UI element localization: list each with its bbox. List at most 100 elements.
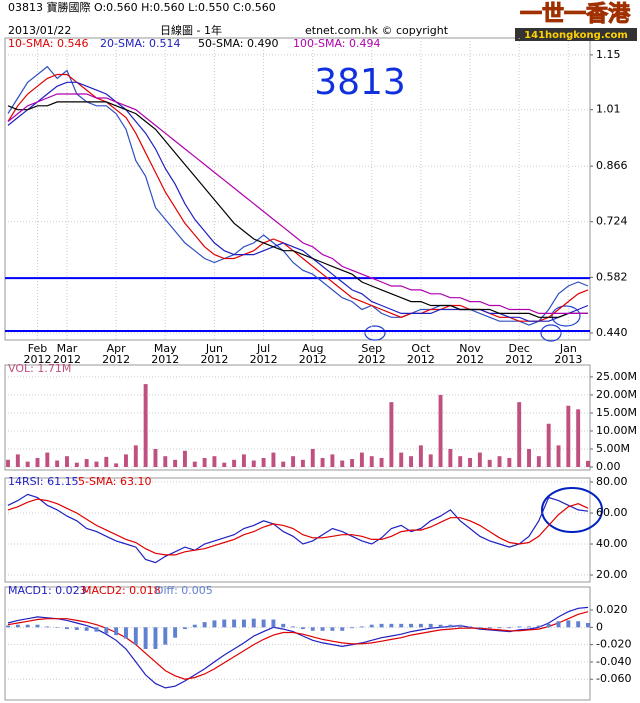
bar bbox=[546, 423, 551, 468]
legend-label: MACD1: 0.023 bbox=[8, 584, 87, 597]
bar bbox=[182, 450, 187, 468]
y-tick-label: 15.00M bbox=[596, 406, 637, 419]
bar bbox=[251, 618, 256, 628]
bar bbox=[25, 461, 30, 468]
bar bbox=[330, 454, 335, 468]
bar bbox=[173, 459, 178, 468]
bar bbox=[271, 452, 276, 468]
bar bbox=[104, 456, 109, 468]
bar bbox=[55, 460, 60, 468]
bar bbox=[124, 454, 128, 468]
bar bbox=[232, 459, 237, 468]
y-tick-label: 0.724 bbox=[596, 215, 628, 228]
bar bbox=[507, 457, 512, 468]
bar bbox=[114, 463, 119, 468]
bar bbox=[232, 619, 237, 628]
series-line bbox=[7, 73, 589, 322]
bar bbox=[35, 624, 40, 628]
x-tick-label: Aug 2012 bbox=[298, 342, 327, 366]
bar bbox=[369, 624, 374, 628]
y-tick-label: 0.866 bbox=[596, 159, 628, 172]
bar bbox=[35, 457, 40, 468]
x-tick-label: Sep 2012 bbox=[357, 342, 386, 366]
bar bbox=[182, 627, 187, 630]
bar bbox=[153, 627, 158, 649]
series-line bbox=[7, 493, 589, 564]
bar bbox=[350, 459, 355, 468]
bar bbox=[261, 457, 266, 468]
legend-label: 10-SMA: 0.546 bbox=[8, 37, 88, 50]
bar bbox=[477, 452, 482, 468]
bar bbox=[300, 627, 305, 630]
bar bbox=[468, 457, 472, 468]
bar bbox=[222, 462, 227, 468]
legend-label: 14RSI: 61.15 bbox=[8, 475, 79, 488]
bar bbox=[25, 624, 30, 628]
bar bbox=[94, 627, 99, 632]
bar bbox=[192, 461, 197, 468]
circle bbox=[551, 305, 581, 327]
y-tick-label: 20.00M bbox=[596, 388, 637, 401]
bar bbox=[389, 623, 394, 628]
bar bbox=[6, 459, 10, 468]
legend-label: VOL: 1.71M bbox=[8, 362, 71, 375]
bar bbox=[438, 394, 443, 468]
bar bbox=[556, 621, 561, 628]
series-line bbox=[7, 93, 588, 314]
bar bbox=[586, 460, 590, 468]
series-line bbox=[7, 606, 589, 689]
bar bbox=[202, 622, 207, 628]
bar bbox=[320, 627, 325, 631]
x-tick-label: Jul 2012 bbox=[249, 342, 278, 366]
legend-label: 50-SMA: 0.490 bbox=[198, 37, 278, 50]
copyright: etnet.com.hk © copyright bbox=[305, 24, 449, 37]
bar bbox=[379, 623, 384, 628]
bar bbox=[330, 627, 335, 631]
bar bbox=[251, 460, 256, 468]
legend-label: 20-SMA: 0.514 bbox=[100, 37, 180, 50]
y-tick-label: -0.060 bbox=[596, 672, 631, 685]
series-line bbox=[7, 101, 588, 318]
bar bbox=[409, 623, 414, 628]
bar bbox=[340, 460, 345, 468]
bar bbox=[15, 624, 20, 628]
bar bbox=[497, 627, 502, 629]
bar bbox=[271, 619, 276, 628]
quote: 03813 寶勝國際 O:0.560 H:0.560 L:0.550 C:0.5… bbox=[8, 0, 276, 14]
y-tick-label: 25.00M bbox=[596, 370, 637, 383]
bar bbox=[576, 409, 581, 468]
bar bbox=[281, 623, 286, 628]
bar bbox=[143, 384, 148, 468]
bar bbox=[291, 626, 296, 628]
y-tick-label: 1.15 bbox=[596, 48, 621, 61]
annotation: 3813 bbox=[314, 62, 406, 103]
bar bbox=[379, 457, 384, 468]
bar bbox=[418, 623, 423, 628]
y-tick-label: 0.440 bbox=[596, 326, 628, 339]
bar bbox=[6, 625, 10, 628]
bar bbox=[212, 620, 217, 628]
bar bbox=[340, 627, 345, 631]
rsi-frame bbox=[4, 477, 591, 583]
x-tick-label: Jun 2012 bbox=[200, 342, 229, 366]
bar bbox=[74, 627, 79, 630]
x-tick-label: Jan 2013 bbox=[554, 342, 583, 366]
bar bbox=[55, 627, 60, 628]
y-tick-label: 40.00 bbox=[596, 537, 628, 550]
bar bbox=[556, 445, 561, 468]
bar bbox=[389, 402, 394, 468]
bar bbox=[94, 461, 99, 468]
circle bbox=[541, 487, 603, 533]
y-tick-label: 0.00 bbox=[596, 460, 621, 473]
x-tick-label: Nov 2012 bbox=[456, 342, 485, 366]
y-tick-label: 5.00M bbox=[596, 442, 630, 455]
logo-bar bbox=[515, 28, 637, 41]
legend-label: 100-SMA: 0.494 bbox=[293, 37, 380, 50]
x-tick-label: Apr 2012 bbox=[102, 342, 131, 366]
bar bbox=[536, 625, 541, 628]
legend-label: Diff: 0.005 bbox=[155, 584, 213, 597]
x-tick-label: Feb 2012 bbox=[23, 342, 52, 366]
bar bbox=[84, 627, 89, 631]
bar bbox=[320, 457, 325, 468]
bar bbox=[517, 402, 522, 468]
